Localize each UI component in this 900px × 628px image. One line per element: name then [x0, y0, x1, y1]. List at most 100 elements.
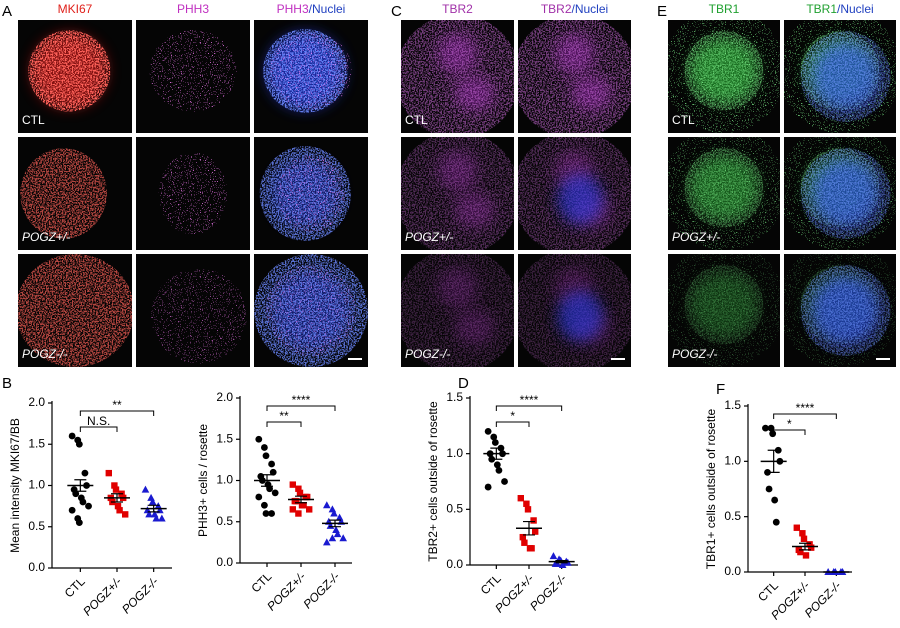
- data-point: [769, 430, 777, 438]
- data-point: [797, 548, 804, 556]
- y-tick-label: 1.0: [724, 454, 741, 468]
- micrograph: [784, 254, 896, 367]
- y-axis-label: TBR1+ cells outside of rosette: [704, 408, 718, 569]
- data-point: [266, 485, 273, 493]
- column-title: MKI67: [58, 2, 93, 16]
- x-tick-label: CTL: [62, 574, 88, 600]
- column-title: PHH3: [177, 2, 209, 16]
- data-point: [289, 506, 296, 513]
- data-point: [112, 486, 120, 493]
- row-label: POGZ-/-: [405, 347, 450, 361]
- row-label: POGZ-/-: [672, 347, 717, 361]
- data-point: [147, 493, 155, 501]
- significance-label: **: [112, 398, 122, 412]
- panel-letter: F: [716, 381, 725, 398]
- data-point: [328, 534, 337, 542]
- x-tick-label: CTL: [755, 578, 781, 604]
- data-point: [800, 535, 808, 542]
- sem-bar: [295, 495, 307, 504]
- data-point: [72, 490, 80, 498]
- data-point: [339, 534, 347, 542]
- sem-bar: [523, 520, 535, 536]
- column-title: TBR1/Nuclei: [806, 2, 873, 16]
- micrograph: [401, 137, 514, 250]
- speckle: [20, 148, 107, 239]
- x-tick-label: POGZ-/-: [300, 569, 342, 611]
- data-point: [148, 498, 157, 505]
- x-tick-label: POGZ+/-: [80, 574, 124, 618]
- data-point: [255, 493, 263, 501]
- data-point: [333, 530, 342, 538]
- sem-bar: [261, 474, 273, 487]
- data-point: [306, 506, 313, 513]
- data-point: [75, 519, 83, 527]
- data-point: [532, 528, 539, 535]
- y-tick-label: 1.0: [216, 473, 233, 487]
- significance-bar: [495, 421, 530, 427]
- y-tick-label: 0.0: [724, 564, 741, 578]
- speckle: [684, 148, 764, 228]
- row-label: POGZ+/-: [405, 230, 453, 244]
- title-part: /Nuclei: [309, 2, 346, 16]
- data-point: [802, 552, 810, 559]
- row-label: POGZ+/-: [22, 230, 70, 244]
- significance-label: **: [279, 409, 289, 423]
- data-point: [771, 496, 779, 504]
- data-point: [114, 502, 122, 510]
- micrograph: [668, 137, 780, 250]
- glow: [557, 174, 603, 225]
- significance-bar: [773, 413, 837, 419]
- data-point: [79, 498, 87, 506]
- data-point: [772, 518, 780, 526]
- title-part: TBR1: [709, 2, 740, 16]
- data-point: [105, 469, 112, 477]
- data-point: [323, 538, 331, 546]
- data-point: [517, 495, 524, 502]
- speckle: [269, 32, 353, 110]
- data-point: [295, 485, 302, 492]
- micrograph: [136, 20, 250, 133]
- panel-letter: C: [391, 3, 402, 20]
- speckle: [800, 148, 891, 239]
- sem-bar: [799, 542, 811, 551]
- speckle: [518, 20, 631, 133]
- speckle: [401, 20, 514, 133]
- data-point: [81, 469, 89, 477]
- significance-bar: [79, 426, 118, 432]
- column-title: TBR1: [709, 2, 740, 16]
- row-label: POGZ-/-: [22, 347, 67, 361]
- data-point: [145, 510, 153, 518]
- title-part: PHH3: [277, 2, 309, 16]
- sem-bar: [490, 447, 503, 460]
- y-tick-label: 0.5: [446, 502, 463, 516]
- panel-letter: A: [2, 3, 12, 20]
- data-point: [116, 507, 123, 514]
- speckle: [158, 152, 228, 235]
- y-tick-label: 2.0: [28, 395, 45, 409]
- significance-bar: [266, 421, 302, 427]
- y-tick-label: 0.5: [28, 519, 45, 533]
- speckle: [401, 254, 514, 367]
- micrograph: [668, 20, 780, 133]
- micrograph: [136, 254, 250, 367]
- sem-bar: [147, 504, 160, 513]
- speckle: [401, 137, 514, 250]
- title-part: TBR2: [442, 2, 473, 16]
- speckle: [150, 268, 247, 364]
- data-point: [523, 500, 530, 507]
- row-label: CTL: [672, 113, 695, 127]
- micrograph: [18, 137, 132, 250]
- micrograph: [518, 254, 631, 367]
- sem-bar: [555, 559, 568, 564]
- data-point: [793, 524, 800, 531]
- y-tick-label: 0.0: [28, 560, 45, 574]
- data-point: [330, 509, 338, 517]
- row-label: CTL: [405, 113, 428, 127]
- data-point: [549, 552, 558, 560]
- micrograph: [518, 137, 631, 250]
- data-point: [268, 460, 275, 468]
- data-point: [262, 452, 270, 460]
- data-point: [490, 433, 498, 441]
- data-point: [261, 501, 268, 509]
- data-point: [767, 424, 775, 432]
